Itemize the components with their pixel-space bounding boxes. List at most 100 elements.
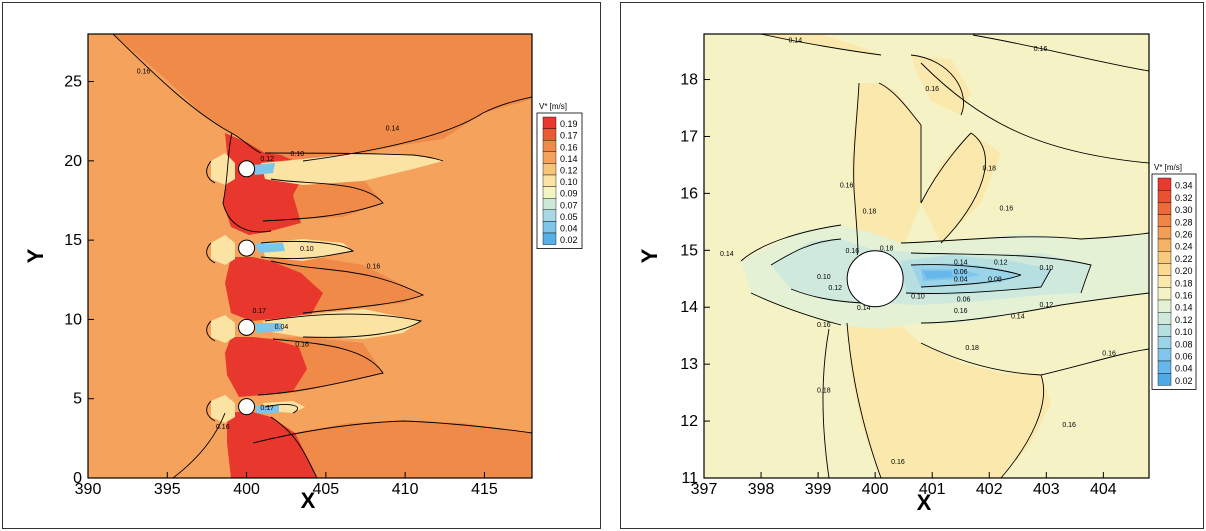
legend-swatch (542, 197, 557, 210)
contour-label: 0.16 (1062, 422, 1076, 429)
left-cylinders (238, 160, 256, 416)
left-axes: 390 395 400 405 410 415 0 5 10 15 20 25 (64, 74, 498, 498)
legend-swatch (1157, 348, 1172, 362)
legend-level-label: 0.04 (1175, 364, 1193, 374)
contour-label: 0.16 (295, 341, 309, 348)
x-tick-label: 398 (748, 481, 775, 498)
contour-label: 0.17 (260, 405, 274, 412)
y-tick-label: 12 (680, 413, 698, 430)
contour-label: 0.16 (846, 248, 860, 255)
contour-label: 0.10 (911, 294, 925, 301)
contour-label: 0.14 (720, 251, 734, 258)
contour-label: 0.10 (291, 151, 305, 158)
contour-label: 0.12 (260, 156, 274, 163)
legend-level-label: 0.12 (560, 166, 578, 176)
legend-level-label: 0.06 (1175, 352, 1193, 362)
contour-label: 0.18 (880, 245, 894, 252)
legend-swatch (1157, 299, 1172, 313)
legend-swatch (1157, 263, 1172, 276)
right-contour-fills (704, 34, 1149, 478)
legend-level-label: 0.14 (1175, 303, 1193, 313)
y-tick-label: 13 (680, 356, 698, 373)
contour-label: 0.14 (857, 305, 871, 312)
legend-level-label: 0.02 (560, 235, 578, 245)
x-tick-label: 410 (392, 481, 419, 498)
contour-label: 0.14 (788, 38, 802, 45)
y-tick-label: 0 (73, 470, 82, 487)
contour-label: 0.10 (300, 246, 314, 253)
legend-level-label: 0.10 (560, 177, 578, 187)
legend-swatch (1157, 373, 1172, 386)
y-tick-label: 14 (680, 299, 698, 316)
right-contour-panel: 0.14 0.16 0.16 0.16 0.18 0.18 0.16 0.14 0.16 0.18… (620, 2, 1204, 529)
left-contour-labels: 0.16 0.12 0.10 0.14 0.10 0.16 0.17 0.04 0.16 0.17… (137, 69, 400, 431)
y-tick-label: 16 (680, 185, 698, 202)
y-tick-label: 5 (73, 391, 82, 408)
legend-swatch (542, 232, 557, 245)
y-tick-label: 11 (681, 470, 698, 487)
right-contour-labels: 0.14 0.16 0.16 0.16 0.18 0.18 0.16 0.14 0.16 0.18… (720, 38, 1116, 466)
legend-swatch (1157, 214, 1172, 228)
left-contour-panel: 0.16 0.12 0.10 0.14 0.10 0.16 0.17 0.04 0.16 0.17… (2, 2, 601, 529)
legend-level-label: 0.08 (1175, 339, 1193, 349)
legend-swatch (1157, 250, 1172, 264)
legend-level-label: 0.30 (1175, 205, 1193, 215)
x-tick-label: 399 (805, 481, 832, 498)
contour-label: 0.18 (982, 166, 996, 173)
legend-level-label: 0.02 (1175, 376, 1193, 386)
legend-swatch (1157, 177, 1172, 191)
legend-level-label: 0.12 (1175, 315, 1193, 325)
legend-level-label: 0.10 (1175, 327, 1193, 337)
contour-label: 0.16 (840, 183, 854, 190)
legend-swatch (1157, 312, 1172, 325)
y-tick-label: 15 (680, 242, 698, 259)
legend-swatch (542, 209, 557, 222)
legend-swatch (542, 116, 557, 129)
contour-label: 0.18 (965, 345, 979, 352)
legend-swatch (542, 174, 557, 187)
legend-swatch (1157, 287, 1172, 301)
legend-swatch (1157, 336, 1172, 350)
legend-swatch (1157, 226, 1172, 240)
x-tick-label: 405 (313, 481, 340, 498)
legend-swatch (1157, 275, 1172, 289)
legend-swatch (542, 151, 557, 164)
right-plot-frame (703, 33, 1150, 479)
contour-label: 0.16 (367, 264, 381, 271)
contour-label: 0.16 (1102, 351, 1116, 358)
legend-swatch (542, 163, 557, 176)
y-tick-label: 18 (680, 72, 698, 89)
left-legend: V* [m/s] 0.19 0.170.16 0.14 0.120.10 0.090.07… (536, 102, 583, 250)
legend-level-label: 0.24 (1175, 242, 1193, 252)
contour-label: 0.12 (828, 285, 842, 292)
legend-title: V* [m/s] (1154, 163, 1182, 172)
legend-swatch (1157, 238, 1172, 252)
legend-title: V* [m/s] (539, 102, 567, 111)
legend-level-label: 0.28 (1175, 217, 1193, 227)
right-y-axis-label: Y (637, 248, 662, 263)
contour-label: 0.16 (1000, 205, 1014, 212)
contour-label: 0.08 (988, 277, 1002, 284)
contour-label: 0.12 (994, 260, 1008, 267)
right-x-axis-label: X (917, 490, 932, 515)
contour-label: 0.16 (891, 459, 905, 466)
right-contour-plot: 0.14 0.16 0.16 0.16 0.18 0.18 0.16 0.14 0.16 0.18… (637, 33, 1197, 515)
y-tick-label: 15 (64, 232, 82, 249)
legend-level-label: 0.20 (1175, 266, 1193, 276)
x-tick-label: 400 (862, 481, 889, 498)
x-tick-label: 400 (233, 481, 260, 498)
right-legend: V* [m/s] 0.34 0.32 0.30 0.28 0.26 0.24 0.22 0.20… (1151, 163, 1197, 390)
x-tick-label: 401 (919, 481, 946, 498)
legend-level-label: 0.14 (560, 154, 578, 164)
cylinder-marker (238, 160, 256, 178)
cylinder-marker (238, 398, 256, 416)
cylinder-marker (846, 250, 904, 308)
legend-swatch (542, 186, 557, 199)
legend-level-label: 0.34 (1175, 181, 1193, 191)
legend-level-label: 0.32 (1175, 193, 1193, 203)
right-cylinder (846, 250, 904, 308)
left-contour-plot: 0.160.120.100.140.100.160.170.040.160.17… (23, 33, 583, 513)
legend-level-label: 0.26 (1175, 230, 1193, 240)
legend-swatch (542, 128, 557, 141)
contour-label: 0.12 (1039, 302, 1053, 309)
